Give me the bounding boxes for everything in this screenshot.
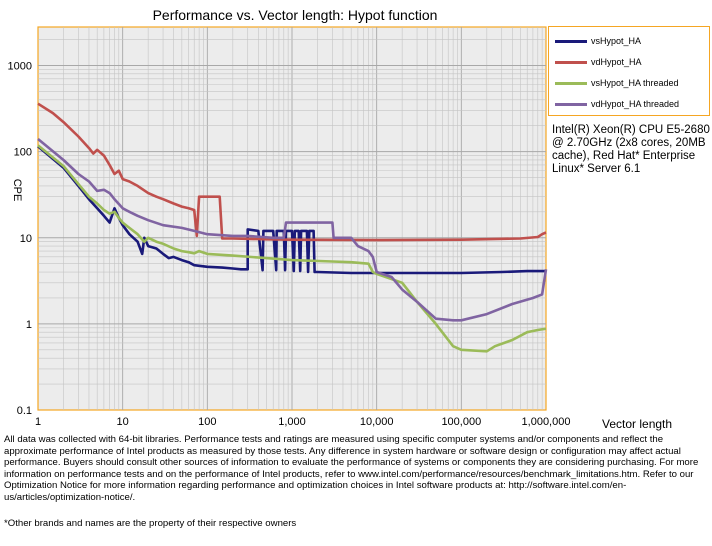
y-tick-label: 1 xyxy=(26,319,32,331)
y-axis-ticks: 0.1 1 10 100 1000 xyxy=(8,61,32,417)
series-line-vdhypot-ha-threaded xyxy=(37,137,548,322)
x-tick-label: 1,000 xyxy=(278,416,306,428)
x-axis-label: Vector length xyxy=(602,417,672,431)
legend-swatch xyxy=(555,103,587,107)
series-lines xyxy=(37,102,548,353)
series-line-vshypot-ha-threaded xyxy=(37,144,547,353)
y-tick-label: 10 xyxy=(20,233,32,245)
x-tick-label: 1 xyxy=(35,416,41,428)
legend-label: vdHypot_HA threaded xyxy=(591,99,680,109)
legend-swatch xyxy=(555,82,587,86)
series-line-vshypot-ha xyxy=(37,145,546,275)
x-tick-label: 1,000,000 xyxy=(522,416,571,428)
y-tick-label: 1000 xyxy=(8,61,32,73)
y-tick-label: 0.1 xyxy=(17,405,32,417)
chart-svg: Performance vs. Vector length: Hypot fun… xyxy=(8,7,673,431)
legend-item-vdhypot-ha: vdHypot_HA xyxy=(555,54,642,70)
x-axis-ticks: 1 10 100 1,000 10,000 100,000 1,000,000 xyxy=(35,416,571,428)
x-tick-label: 10,000 xyxy=(360,416,394,428)
disclaimer-text: All data was collected with 64-bit libra… xyxy=(4,434,699,503)
legend-item-vshypot-ha-threaded: vsHypot_HA threaded xyxy=(555,75,679,91)
y-axis-label: CPE xyxy=(11,179,23,202)
legend-swatch xyxy=(555,40,587,44)
legend-item-vdhypot-ha-threaded: vdHypot_HA threaded xyxy=(555,96,679,112)
legend-swatch xyxy=(555,61,587,65)
x-tick-label: 10 xyxy=(117,416,129,428)
legend-label: vsHypot_HA threaded xyxy=(591,78,679,88)
legend-item-vshypot-ha: vsHypot_HA xyxy=(555,33,641,49)
chart-title: Performance vs. Vector length: Hypot fun… xyxy=(153,7,438,23)
legend-label: vdHypot_HA xyxy=(591,57,642,67)
x-tick-label: 100 xyxy=(198,416,216,428)
legend: vsHypot_HA vdHypot_HA vsHypot_HA threade… xyxy=(548,26,710,116)
legend-label: vsHypot_HA xyxy=(591,36,642,46)
cpu-note: Intel(R) Xeon(R) CPU E5-2680 @ 2.70GHz (… xyxy=(552,124,710,175)
series-line-vdhypot-ha xyxy=(37,102,547,242)
y-tick-label: 100 xyxy=(14,147,32,159)
x-tick-label: 100,000 xyxy=(441,416,481,428)
footnote-text: *Other brands and names are the property… xyxy=(4,518,297,529)
